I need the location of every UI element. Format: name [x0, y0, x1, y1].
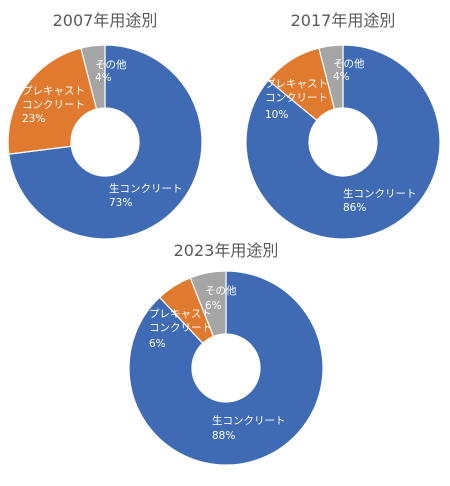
slice-label-value-2023-precast: 6% — [149, 338, 166, 350]
donut-chart-2017: 2017年用途別 生コンクリート 86% プレキャストコンクリート 10% その… — [245, 11, 441, 240]
slice-label-value-2007-nama: 73% — [109, 197, 132, 209]
slice-label-value-2007-other: 4% — [95, 72, 112, 84]
chart-title-2007: 2007年用途別 — [53, 11, 158, 30]
slice-label-name-2017-precast: プレキャストコンクリート — [265, 78, 328, 104]
chart-title-2023: 2023年用途別 — [174, 241, 279, 260]
slice-label-name-2017-nama: 生コンクリート — [343, 187, 417, 200]
slices-2017 — [245, 44, 441, 240]
slice-2007-nama — [8, 44, 203, 240]
donut-chart-2023: 2023年用途別 生コンクリート 88% プレキャストコンクリート 6% その他… — [128, 241, 324, 466]
slice-label-value-2023-nama: 88% — [212, 430, 235, 442]
slice-label-value-2017-other: 4% — [333, 71, 350, 83]
slice-label-value-2017-precast: 10% — [265, 109, 288, 121]
slice-label-name-2017-other: その他 — [333, 57, 365, 70]
slice-label-value-2007-precast: 23% — [22, 113, 45, 125]
slice-label-name-2023-nama: 生コンクリート — [212, 414, 286, 427]
slice-2017-other — [318, 44, 344, 110]
slice-label-value-2017-nama: 86% — [343, 202, 366, 214]
slice-2017-nama — [245, 44, 441, 240]
chart-title-2017: 2017年用途別 — [291, 11, 396, 30]
slice-label-name-2007-nama: 生コンクリート — [109, 182, 183, 195]
slice-2023-other — [189, 270, 227, 338]
slices-2023 — [128, 270, 324, 466]
slice-2007-other — [80, 44, 106, 110]
slices-2007 — [7, 44, 203, 240]
slice-2023-nama — [128, 270, 324, 466]
slice-label-name-2007-other: その他 — [95, 58, 127, 71]
slice-label-value-2023-other: 6% — [205, 300, 222, 312]
slice-label-name-2023-precast: プレキャストコンクリート — [149, 308, 212, 334]
slice-label-name-2007-precast: プレキャストコンクリート — [22, 85, 85, 111]
slice-2007-precast — [7, 47, 98, 155]
donut-chart-2007: 2007年用途別 生コンクリート 73% プレキャストコンクリート 23% その… — [7, 11, 203, 240]
slice-label-name-2023-other: その他 — [205, 284, 237, 297]
